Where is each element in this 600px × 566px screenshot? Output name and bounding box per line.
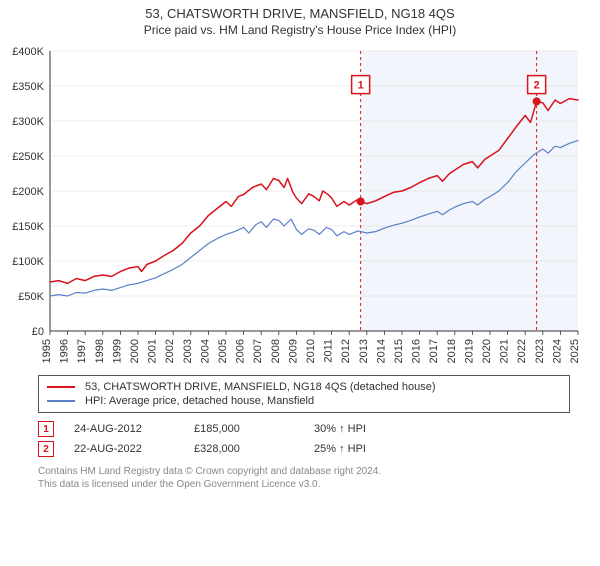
svg-text:2013: 2013 <box>358 339 370 363</box>
transaction-badge: 2 <box>38 441 54 457</box>
svg-text:2019: 2019 <box>463 339 475 363</box>
svg-text:2004: 2004 <box>199 339 211 363</box>
svg-text:2012: 2012 <box>340 339 352 363</box>
svg-text:£400K: £400K <box>12 46 44 58</box>
svg-text:2025: 2025 <box>569 339 581 363</box>
svg-text:2008: 2008 <box>270 339 282 363</box>
svg-text:2024: 2024 <box>551 339 563 363</box>
svg-text:2010: 2010 <box>305 339 317 363</box>
transactions-table: 1 24-AUG-2012 £185,000 30% ↑ HPI 2 22-AUG-202… <box>38 419 570 459</box>
svg-text:2: 2 <box>534 80 540 92</box>
transaction-date: 22-AUG-2022 <box>74 443 174 455</box>
svg-text:£250K: £250K <box>12 151 44 163</box>
svg-text:1997: 1997 <box>76 339 88 363</box>
svg-text:1999: 1999 <box>111 339 123 363</box>
svg-text:2009: 2009 <box>287 339 299 363</box>
svg-text:2005: 2005 <box>217 339 229 363</box>
svg-text:2023: 2023 <box>534 339 546 363</box>
svg-text:£200K: £200K <box>12 186 44 198</box>
legend-row: 53, CHATSWORTH DRIVE, MANSFIELD, NG18 4Q… <box>47 380 561 394</box>
svg-text:1996: 1996 <box>59 339 71 363</box>
chart-area: £0 £50K £100K £150K £200K £250K £300K £350K £400… <box>8 41 588 371</box>
svg-text:2022: 2022 <box>516 339 528 363</box>
svg-text:2003: 2003 <box>182 339 194 363</box>
transaction-row: 1 24-AUG-2012 £185,000 30% ↑ HPI <box>38 419 570 439</box>
svg-text:2007: 2007 <box>252 339 264 363</box>
svg-text:2017: 2017 <box>428 339 440 363</box>
svg-text:2001: 2001 <box>147 339 159 363</box>
svg-text:£150K: £150K <box>12 221 44 233</box>
legend-swatch <box>47 400 75 402</box>
svg-text:1998: 1998 <box>94 339 106 363</box>
legend: 53, CHATSWORTH DRIVE, MANSFIELD, NG18 4Q… <box>38 375 570 413</box>
footer-line-1: Contains HM Land Registry data © Crown c… <box>38 465 570 478</box>
svg-text:2014: 2014 <box>375 339 387 363</box>
legend-label: HPI: Average price, detached house, Mans… <box>85 395 314 407</box>
transaction-price: £185,000 <box>194 423 294 435</box>
svg-text:2020: 2020 <box>481 339 493 363</box>
line-chart-svg: £0 £50K £100K £150K £200K £250K £300K £350K £400… <box>8 41 588 371</box>
svg-text:£0: £0 <box>32 326 44 338</box>
transaction-badge: 1 <box>38 421 54 437</box>
svg-text:2018: 2018 <box>446 339 458 363</box>
svg-text:£50K: £50K <box>18 291 44 303</box>
footer-line-2: This data is licensed under the Open Gov… <box>38 478 570 491</box>
transaction-date: 24-AUG-2012 <box>74 423 174 435</box>
legend-swatch <box>47 386 75 388</box>
chart-subtitle: Price paid vs. HM Land Registry's House … <box>0 23 600 37</box>
svg-text:2011: 2011 <box>323 339 335 363</box>
transaction-price: £328,000 <box>194 443 294 455</box>
transaction-row: 2 22-AUG-2022 £328,000 25% ↑ HPI <box>38 439 570 459</box>
svg-text:2000: 2000 <box>129 339 141 363</box>
svg-text:2016: 2016 <box>411 339 423 363</box>
svg-text:2006: 2006 <box>235 339 247 363</box>
svg-text:£300K: £300K <box>12 116 44 128</box>
svg-text:2015: 2015 <box>393 339 405 363</box>
svg-text:2002: 2002 <box>164 339 176 363</box>
svg-text:2021: 2021 <box>499 339 511 363</box>
svg-text:£350K: £350K <box>12 81 44 93</box>
transaction-delta: 30% ↑ HPI <box>314 423 414 435</box>
chart-title: 53, CHATSWORTH DRIVE, MANSFIELD, NG18 4Q… <box>0 6 600 21</box>
legend-label: 53, CHATSWORTH DRIVE, MANSFIELD, NG18 4Q… <box>85 381 436 393</box>
svg-text:1: 1 <box>358 80 364 92</box>
legend-row: HPI: Average price, detached house, Mans… <box>47 394 561 408</box>
svg-text:£100K: £100K <box>12 256 44 268</box>
svg-text:1995: 1995 <box>41 339 53 363</box>
transaction-delta: 25% ↑ HPI <box>314 443 414 455</box>
